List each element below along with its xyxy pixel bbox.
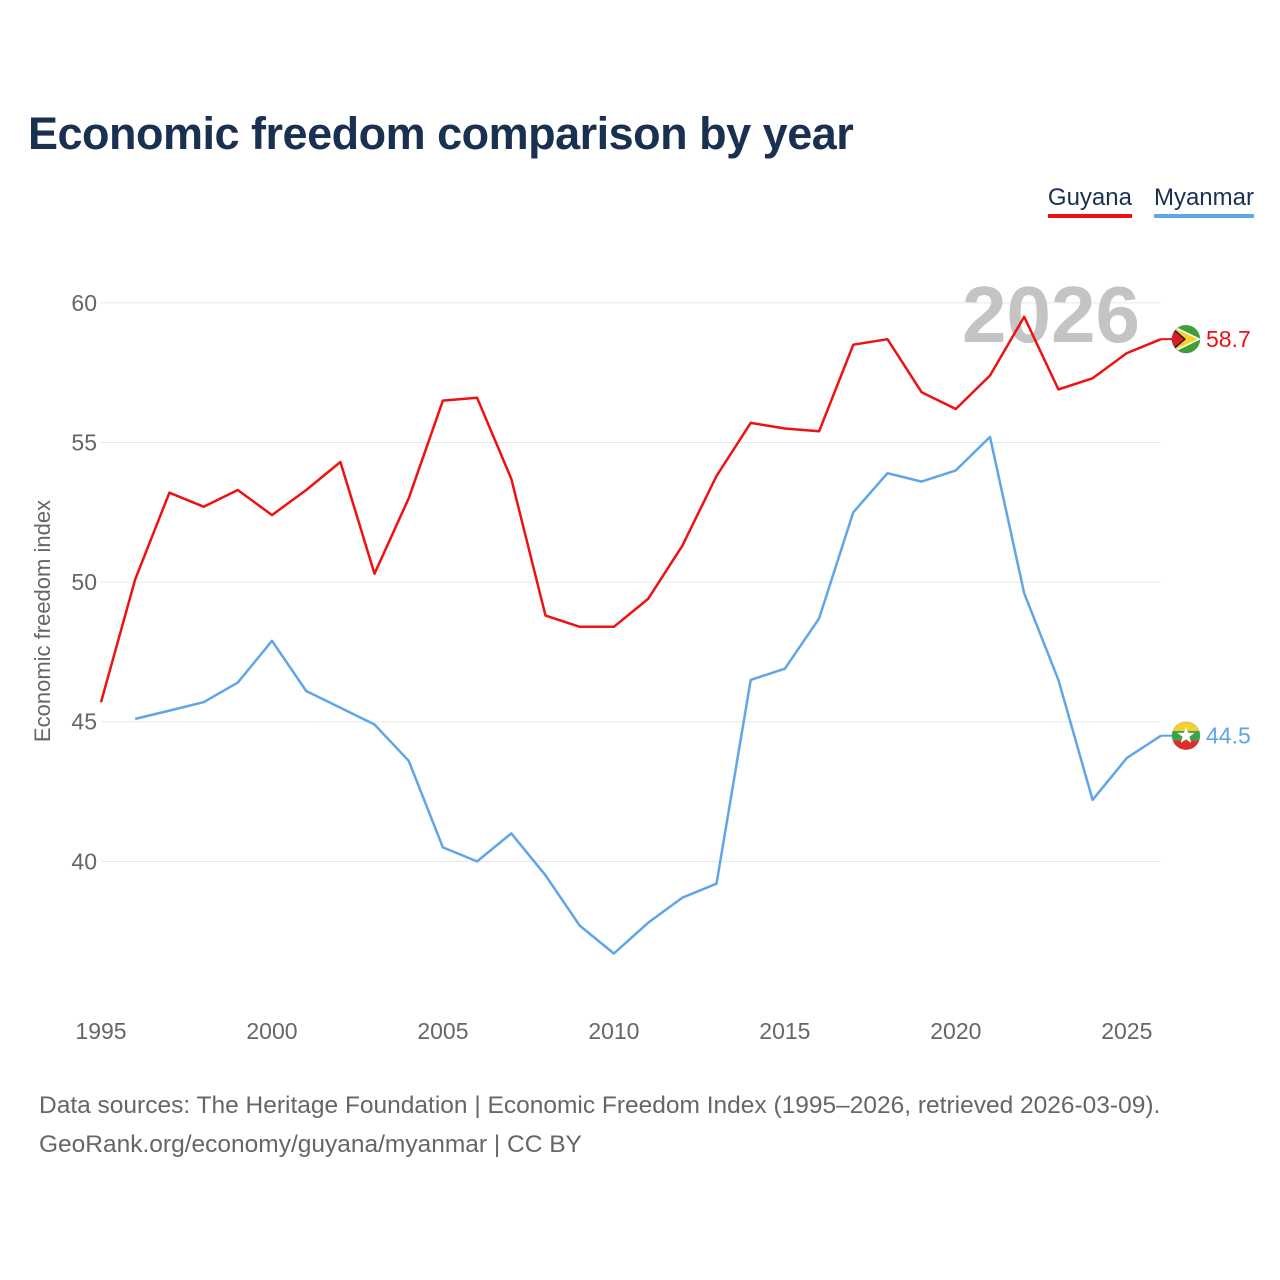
x-tick-label: 1995 bbox=[75, 1018, 126, 1044]
grid-lines bbox=[101, 302, 1161, 862]
x-tick-label: 2005 bbox=[417, 1018, 468, 1044]
y-tick-label: 55 bbox=[71, 429, 97, 455]
end-value-label-guyana: 58.7 bbox=[1206, 326, 1251, 352]
x-tick-label: 2000 bbox=[246, 1018, 297, 1044]
legend-item-guyana[interactable]: Guyana bbox=[1047, 184, 1132, 218]
y-tick-label: 60 bbox=[71, 290, 97, 316]
myanmar-flag-icon bbox=[1171, 721, 1201, 751]
year-watermark: 2026 bbox=[962, 270, 1140, 359]
chart-title: Economic freedom comparison by year bbox=[28, 108, 854, 159]
guyana-flag-icon bbox=[1171, 324, 1201, 354]
series-line-myanmar bbox=[134, 435, 1162, 955]
x-tick-label: 2025 bbox=[1101, 1018, 1152, 1044]
end-value-label-myanmar: 44.5 bbox=[1206, 723, 1251, 749]
footer-attribution: GeoRank.org/economy/guyana/myanmar | CC … bbox=[39, 1131, 582, 1158]
chart-footer: Data sources: The Heritage Foundation | … bbox=[39, 1086, 1160, 1164]
y-axis-ticks: 40 45 50 55 60 bbox=[71, 290, 97, 875]
x-tick-label: 2015 bbox=[759, 1018, 810, 1044]
y-axis-label: Economic freedom index bbox=[30, 500, 55, 742]
y-tick-label: 45 bbox=[71, 709, 97, 735]
x-tick-label: 2010 bbox=[588, 1018, 639, 1044]
series-lines bbox=[99, 315, 1162, 955]
chart-legend: Guyana Myanmar bbox=[1047, 184, 1254, 218]
footer-sources: Data sources: The Heritage Foundation | … bbox=[39, 1092, 1161, 1119]
legend-item-myanmar[interactable]: Myanmar bbox=[1153, 184, 1254, 218]
series-line-guyana bbox=[99, 315, 1162, 703]
x-tick-label: 2020 bbox=[930, 1018, 981, 1044]
series-endpoints: 58.7 44.5 bbox=[1161, 324, 1251, 751]
x-axis-ticks: 1995 2000 2005 2010 2015 2020 2025 bbox=[75, 1018, 1152, 1044]
y-tick-label: 40 bbox=[71, 848, 97, 874]
y-tick-label: 50 bbox=[71, 569, 97, 595]
